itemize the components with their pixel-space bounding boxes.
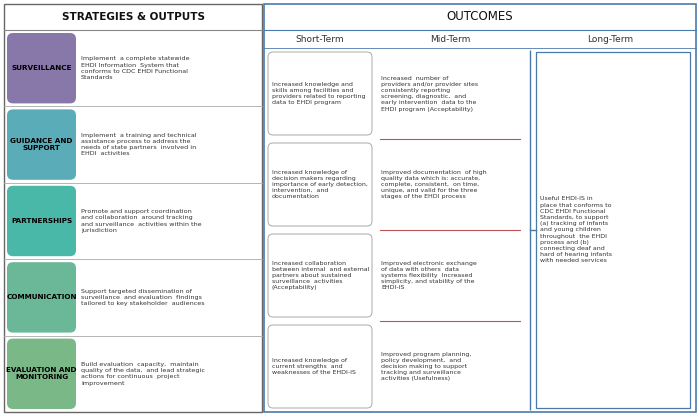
Text: Increased knowledge of
decision makers regarding
importance of early detection,
: Increased knowledge of decision makers r… — [272, 170, 368, 199]
FancyBboxPatch shape — [7, 262, 76, 333]
Bar — [536, 52, 690, 408]
Bar — [4, 4, 262, 412]
FancyBboxPatch shape — [7, 33, 76, 104]
Text: Increased knowledge of
current strengths  and
weaknesses of the EHDI-IS: Increased knowledge of current strengths… — [272, 358, 356, 375]
Text: Short-Term: Short-Term — [295, 35, 344, 44]
Text: Build evaluation  capacity,  maintain
quality of the data,  and lead strategic
a: Build evaluation capacity, maintain qual… — [81, 362, 205, 386]
Text: Improved documentation  of high
quality data which is: accurate,
complete, consi: Improved documentation of high quality d… — [381, 170, 486, 199]
Bar — [264, 4, 696, 412]
FancyBboxPatch shape — [268, 52, 372, 135]
Text: PARTNERSHIPS: PARTNERSHIPS — [11, 218, 72, 224]
Text: Long-Term: Long-Term — [587, 35, 633, 44]
FancyBboxPatch shape — [268, 325, 372, 408]
Text: Improved electronic exchange
of data with others  data
systems flexibility  Incr: Improved electronic exchange of data wit… — [381, 260, 477, 290]
Text: Mid-Term: Mid-Term — [430, 35, 470, 44]
Text: EVALUATION AND
MONITORING: EVALUATION AND MONITORING — [6, 367, 77, 380]
Text: SURVEILLANCE: SURVEILLANCE — [11, 65, 71, 71]
FancyBboxPatch shape — [7, 186, 76, 256]
FancyBboxPatch shape — [7, 109, 76, 180]
Text: STRATEGIES & OUTPUTS: STRATEGIES & OUTPUTS — [62, 12, 204, 22]
Text: Useful EHDI-IS in
place that conforms to
CDC EHDI Functional
Standards, to suppo: Useful EHDI-IS in place that conforms to… — [540, 196, 612, 263]
Text: Increased knowledge and
skills among facilities and
providers related to reporti: Increased knowledge and skills among fac… — [272, 82, 365, 105]
FancyBboxPatch shape — [268, 234, 372, 317]
Text: Increased  number of
providers and/or provider sites
consistently reporting
scre: Increased number of providers and/or pro… — [381, 75, 478, 111]
Text: Implement  a complete statewide
EHDI Information  System that
conforms to CDC EH: Implement a complete statewide EHDI Info… — [81, 57, 190, 80]
FancyBboxPatch shape — [268, 143, 372, 226]
Text: GUIDANCE AND
SUPPORT: GUIDANCE AND SUPPORT — [10, 138, 73, 151]
Text: Promote and support coordination
and collaboration  around tracking
and surveill: Promote and support coordination and col… — [81, 209, 202, 233]
Text: Implement  a training and technical
assistance process to address the
needs of s: Implement a training and technical assis… — [81, 133, 197, 156]
Text: Increased collaboration
between internal  and external
partners about sustained
: Increased collaboration between internal… — [272, 260, 370, 290]
Text: COMMUNICATION: COMMUNICATION — [6, 295, 77, 300]
Text: Support targeted dissemination of
surveillance  and evaluation  findings
tailore: Support targeted dissemination of survei… — [81, 289, 204, 306]
Text: OUTCOMES: OUTCOMES — [447, 10, 513, 23]
Text: Improved program planning,
policy development,  and
decision making to support
t: Improved program planning, policy develo… — [381, 352, 471, 381]
FancyBboxPatch shape — [7, 339, 76, 409]
